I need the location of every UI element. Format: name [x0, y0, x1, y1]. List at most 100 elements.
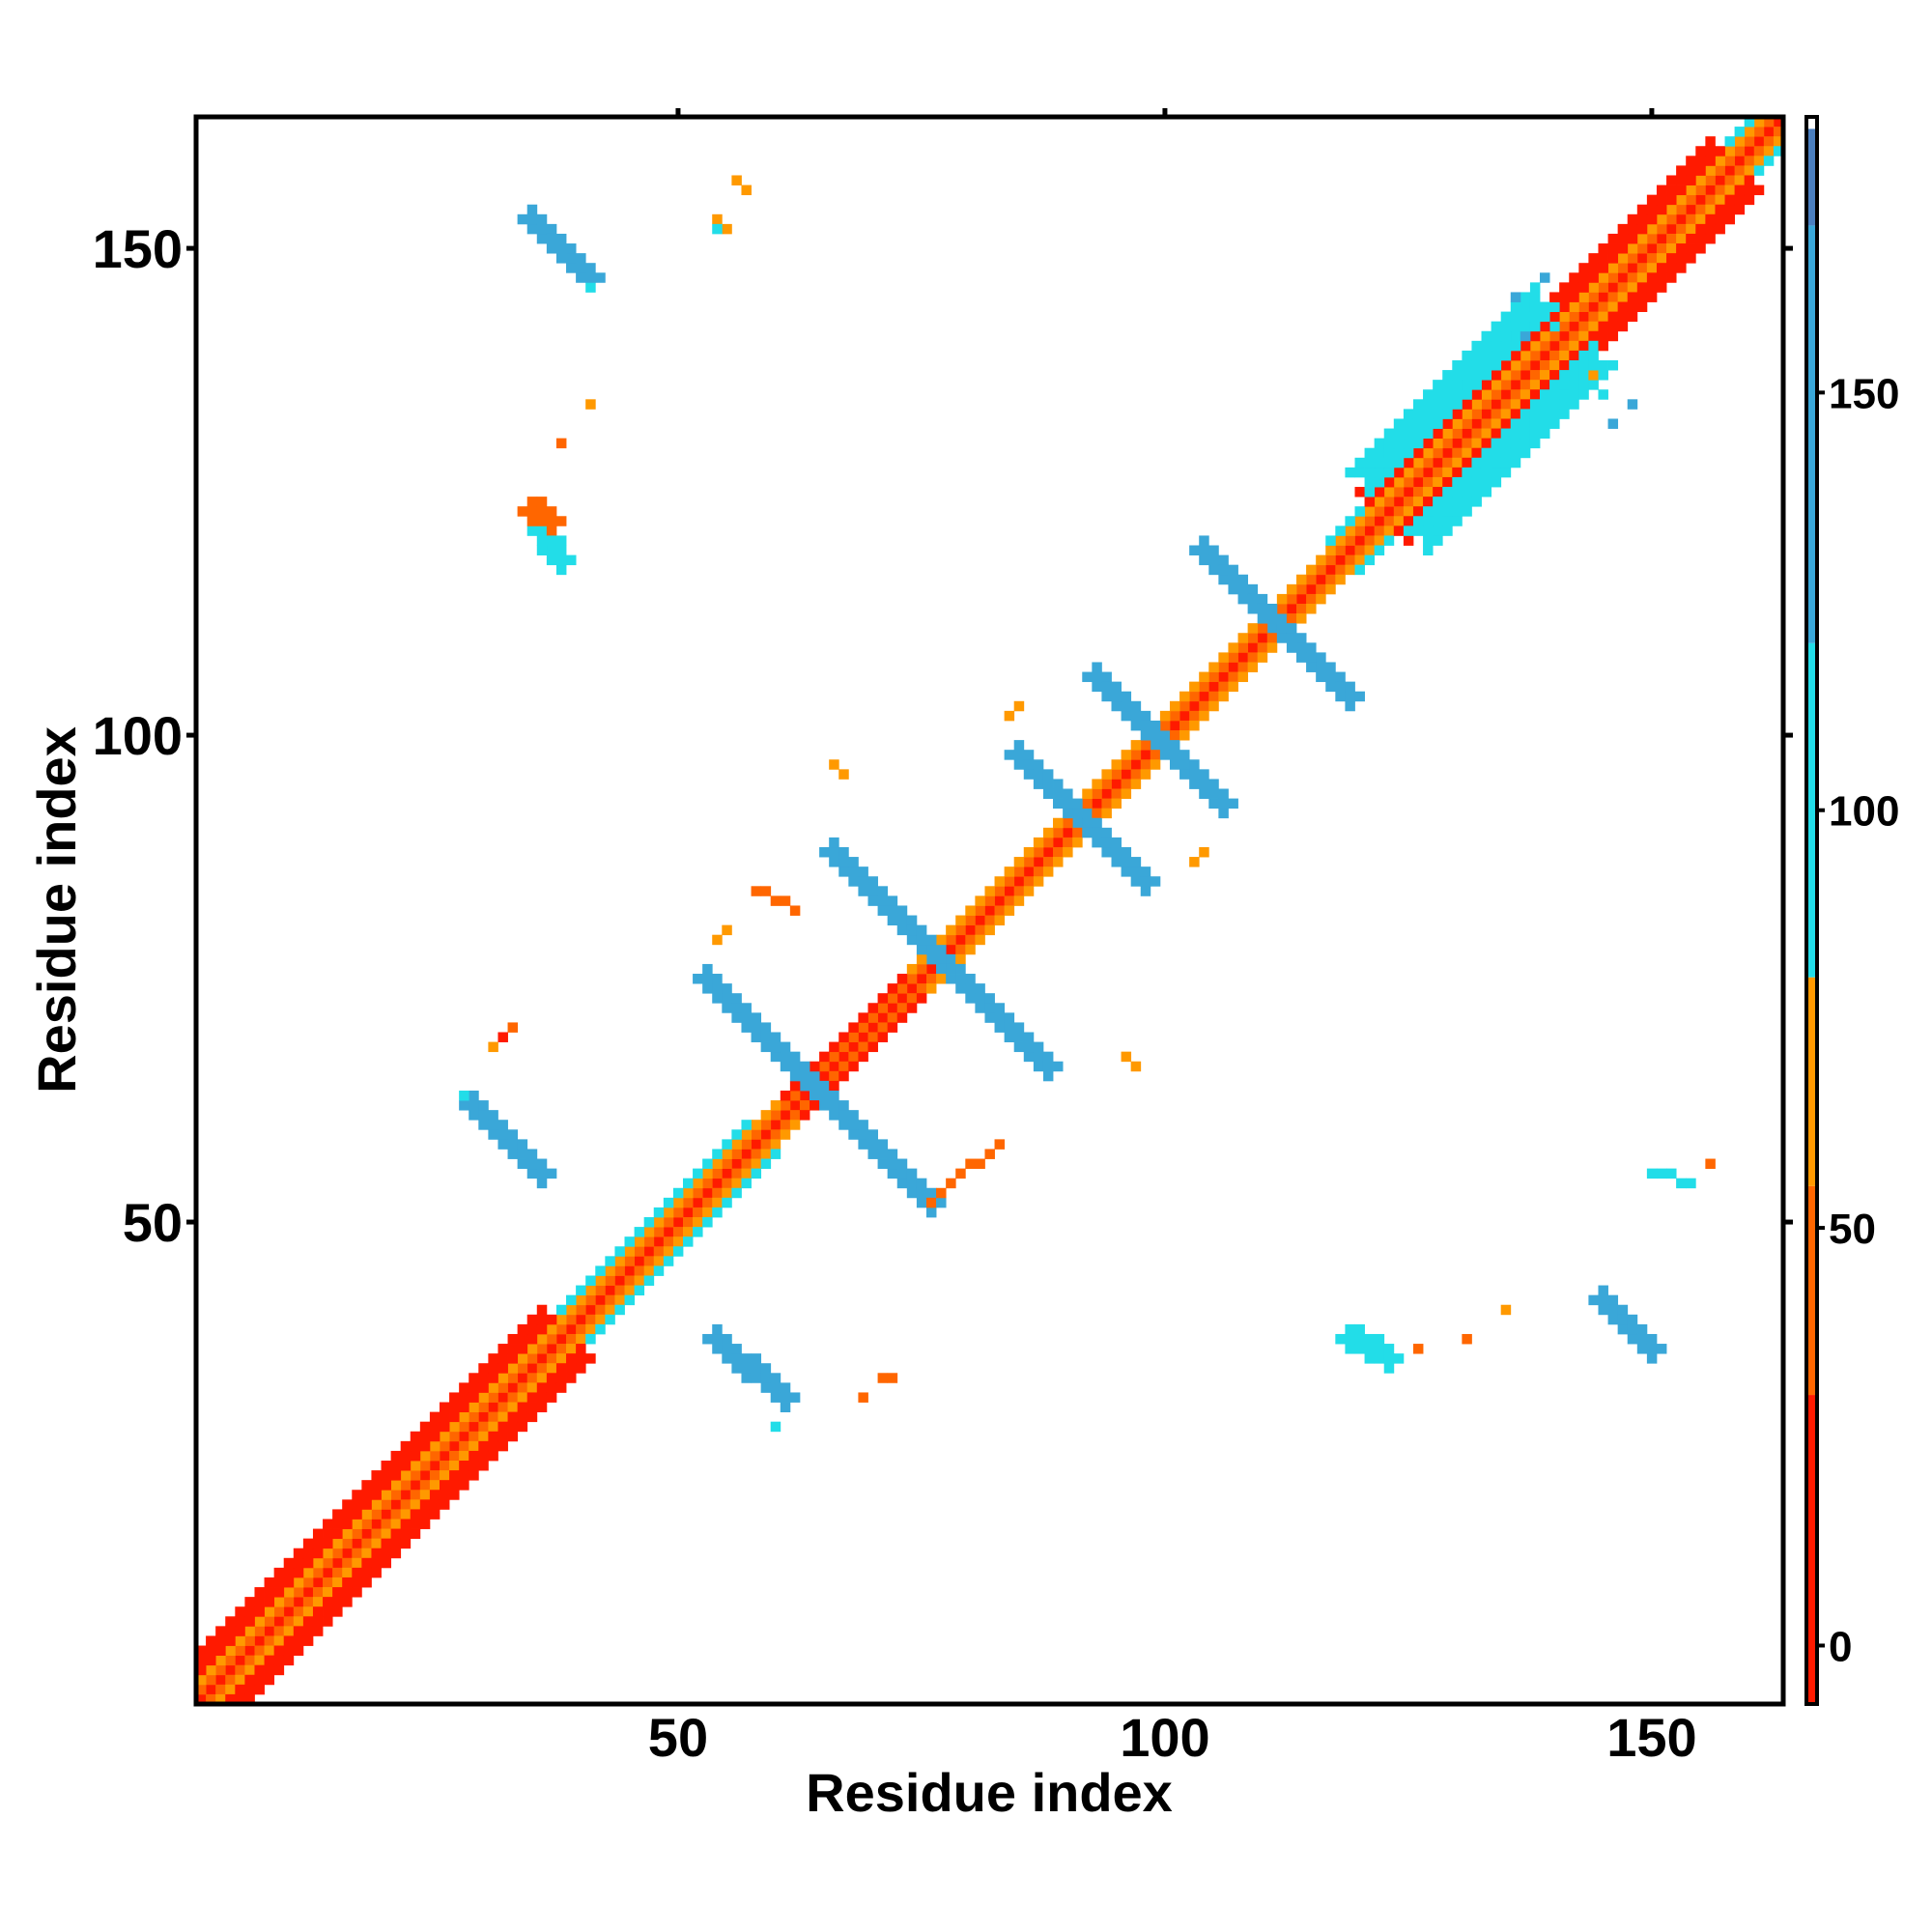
heatmap-cell [1656, 282, 1667, 293]
heatmap-cell [848, 1120, 859, 1130]
heatmap-cell [1257, 642, 1268, 653]
heatmap-cell [614, 1285, 625, 1296]
heatmap-cell [1433, 418, 1443, 429]
heatmap-cell [1345, 554, 1355, 566]
heatmap-cell [1452, 457, 1463, 469]
heatmap-cell [215, 1684, 226, 1695]
heatmap-cell [1257, 633, 1268, 643]
heatmap-cell [1345, 681, 1355, 693]
heatmap-cell [1636, 223, 1648, 235]
heatmap-cell [1471, 447, 1482, 459]
heatmap-cell [1676, 165, 1687, 176]
heatmap-cell [323, 1616, 333, 1627]
heatmap-cell [858, 876, 868, 887]
heatmap-cell [1510, 292, 1521, 302]
heatmap-cell [634, 1285, 645, 1296]
heatmap-cell [1354, 691, 1365, 702]
heatmap-cell [1042, 769, 1054, 780]
heatmap-cell [1335, 545, 1346, 555]
heatmap-cell [1412, 457, 1424, 469]
heatmap-cell [1150, 720, 1161, 731]
heatmap-cell [1004, 886, 1015, 896]
heatmap-cell [663, 1217, 674, 1228]
heatmap-cell [770, 1392, 781, 1403]
heatmap-cell [302, 1597, 314, 1607]
heatmap-cell [1734, 204, 1746, 215]
heatmap-cell [867, 876, 878, 887]
heatmap-cell [1471, 380, 1482, 390]
heatmap-cell [994, 1022, 1006, 1033]
heatmap-cell [449, 1440, 460, 1452]
heatmap-cell [770, 1139, 781, 1150]
heatmap-cell [1676, 233, 1687, 244]
heatmap-cell [1364, 467, 1376, 478]
heatmap-cell [1306, 642, 1317, 653]
heatmap-cell [751, 1168, 762, 1179]
heatmap-cell [1491, 380, 1502, 390]
heatmap-cell [682, 1217, 694, 1228]
heatmap-cell [283, 1567, 295, 1578]
heatmap-cell [1111, 681, 1122, 693]
heatmap-cell [526, 204, 538, 215]
heatmap-cell [1607, 301, 1619, 312]
heatmap-cell [507, 1129, 519, 1140]
heatmap-cell [643, 1217, 655, 1228]
heatmap-cell [1705, 194, 1716, 206]
heatmap-cell [1695, 204, 1706, 215]
heatmap-cell [1452, 516, 1463, 526]
heatmap-cell [390, 1538, 402, 1549]
heatmap-cell [225, 1645, 236, 1656]
heatmap-cell [1607, 263, 1619, 273]
heatmap-cell [1023, 846, 1035, 858]
heatmap-cell [1159, 720, 1171, 731]
heatmap-cell [585, 1314, 596, 1325]
heatmap-cell [459, 1411, 469, 1423]
heatmap-cell [770, 1382, 781, 1393]
heatmap-cell [1101, 691, 1112, 702]
heatmap-cell [546, 1392, 557, 1403]
heatmap-cell [206, 1674, 216, 1686]
heatmap-cell [1627, 213, 1638, 225]
heatmap-cell [858, 1012, 868, 1023]
heatmap-cell [526, 1323, 538, 1335]
heatmap-cell [1130, 779, 1142, 789]
heatmap-cell [1462, 467, 1472, 478]
heatmap-cell [722, 1197, 732, 1208]
heatmap-cell [254, 1587, 265, 1598]
heatmap-cell [1013, 876, 1025, 887]
heatmap-cell [955, 915, 966, 926]
heatmap-cell [799, 1080, 810, 1092]
heatmap-cell [1578, 380, 1589, 390]
heatmap-cell [614, 1294, 625, 1306]
heatmap-cell [1500, 467, 1512, 478]
heatmap-cell [225, 1616, 236, 1627]
heatmap-cell [780, 1041, 791, 1053]
heatmap-cell [595, 1275, 606, 1286]
heatmap-cell [283, 1577, 295, 1588]
plot-frame [193, 114, 1786, 1707]
heatmap-cell [936, 934, 947, 946]
heatmap-cell [1111, 788, 1122, 799]
heatmap-cell [585, 1323, 596, 1335]
heatmap-cell [478, 1440, 489, 1452]
heatmap-cell [1013, 857, 1025, 867]
heatmap-cell [1423, 389, 1434, 400]
heatmap-cell [526, 1363, 538, 1374]
heatmap-cell [751, 1363, 762, 1374]
heatmap-cell [1374, 476, 1385, 488]
heatmap-cell [469, 1470, 479, 1481]
heatmap-cell [1140, 759, 1151, 770]
heatmap-cell [536, 1178, 548, 1189]
heatmap-cell [469, 1373, 479, 1383]
heatmap-cell [1412, 476, 1424, 488]
heatmap-cell [682, 1178, 694, 1189]
heatmap-cell [361, 1509, 372, 1520]
heatmap-cell [1433, 506, 1443, 517]
heatmap-cell [624, 1285, 635, 1296]
heatmap-cell [1734, 194, 1746, 206]
heatmap-cell [1695, 233, 1706, 244]
heatmap-cell [1724, 185, 1735, 196]
heatmap-cell [517, 1139, 528, 1150]
heatmap-cell [1646, 253, 1658, 264]
heatmap-cell [1218, 808, 1229, 819]
